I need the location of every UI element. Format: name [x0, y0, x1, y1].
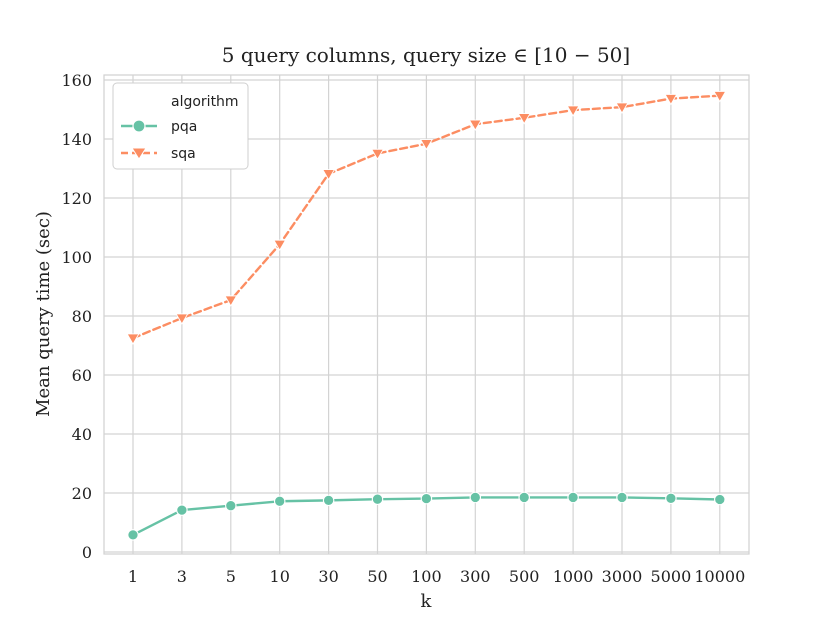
x-tick-label: 50: [367, 567, 387, 586]
x-tick-label: 3: [177, 567, 187, 586]
x-tick-label: 1000: [553, 567, 594, 586]
series-point-sqa: [468, 119, 482, 131]
x-tick-label: 300: [460, 567, 491, 586]
series-point-sqa: [615, 102, 629, 114]
series-point-pqa: [469, 491, 482, 504]
x-tick-label: 3000: [602, 567, 643, 586]
series-point-pqa: [714, 493, 726, 506]
series-point-sqa: [126, 333, 140, 345]
legend-label-sqa: sqa: [171, 146, 196, 162]
chart-title: 5 query columns, query size ∈ [10 − 50]: [222, 43, 630, 67]
legend-marker-sqa: [131, 147, 147, 160]
y-tick-label: 140: [61, 130, 92, 149]
x-tick-label: 5000: [651, 567, 692, 586]
y-tick-label: 160: [61, 71, 92, 90]
x-tick-label: 100: [411, 567, 442, 586]
series-point-sqa: [322, 169, 336, 181]
x-tick-label: 10: [270, 567, 290, 586]
series-point-sqa: [273, 239, 287, 252]
x-tick-label: 10000: [694, 567, 745, 586]
series-point-pqa: [616, 491, 628, 504]
series-point-sqa: [713, 90, 727, 103]
x-tick-label: 5: [226, 567, 236, 586]
legend-marker-pqa: [132, 119, 146, 133]
legend: algorithm pqa sqa: [112, 82, 249, 170]
series-point-pqa: [420, 492, 433, 505]
series-point-sqa: [175, 313, 189, 325]
legend-item-pqa: pqa: [121, 119, 197, 135]
legend-title: algorithm: [171, 94, 239, 110]
series-point-sqa: [664, 93, 678, 106]
x-axis-label: k: [421, 591, 433, 612]
series-point-sqa: [517, 113, 531, 125]
series-point-pqa: [225, 499, 237, 512]
axis-layer: 1 3 5 10 30 50 100 300 500 1000 3000 5000 10000 0 20 40…: [61, 71, 745, 586]
y-tick-label: 20: [72, 484, 92, 503]
y-tick-label: 120: [61, 189, 92, 208]
y-tick-label: 40: [72, 425, 92, 444]
series-layer: [126, 90, 727, 541]
series-point-pqa: [127, 529, 139, 541]
y-tick-label: 100: [61, 248, 92, 267]
series-point-sqa: [224, 295, 238, 307]
y-tick-label: 60: [72, 366, 92, 385]
y-axis-label: Mean query time (sec): [33, 211, 54, 417]
x-tick-label: 500: [509, 567, 540, 586]
series-point-pqa: [567, 491, 579, 504]
series-point-pqa: [176, 504, 188, 516]
legend-item-sqa: sqa: [121, 146, 196, 162]
series-point-pqa: [273, 495, 286, 508]
y-tick-label: 0: [82, 543, 92, 562]
y-tick-label: 80: [72, 307, 92, 326]
series-point-pqa: [665, 492, 677, 505]
series-point-sqa: [419, 139, 433, 151]
series-point-pqa: [371, 493, 384, 505]
series-point-sqa: [566, 105, 580, 117]
legend-label-pqa: pqa: [171, 119, 197, 135]
series-point-pqa: [518, 491, 530, 504]
series-point-sqa: [370, 148, 385, 161]
x-tick-label: 30: [318, 567, 338, 586]
x-tick-label: 1: [128, 567, 138, 586]
series-point-pqa: [322, 494, 335, 507]
